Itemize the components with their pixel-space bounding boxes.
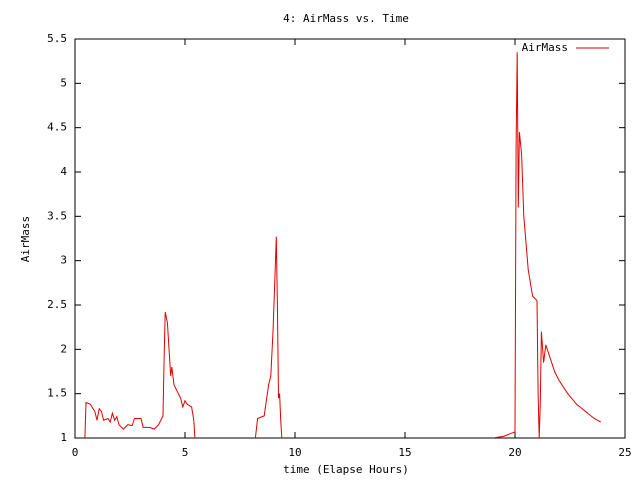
x-axis-label: time (Elapse Hours)	[283, 463, 409, 476]
data-line	[84, 52, 602, 438]
y-tick-label: 2.5	[47, 298, 67, 311]
x-tick-label: 0	[72, 446, 79, 459]
chart-title: 4: AirMass vs. Time	[283, 12, 409, 25]
y-tick-label: 4.5	[47, 121, 67, 134]
y-tick-label: 4	[60, 165, 67, 178]
y-tick-label: 1	[60, 431, 67, 444]
y-tick-label: 1.5	[47, 387, 67, 400]
x-tick-label: 25	[618, 446, 631, 459]
x-tick-label: 5	[182, 446, 189, 459]
x-tick-label: 20	[508, 446, 521, 459]
legend-label: AirMass	[522, 41, 568, 54]
y-tick-label: 3	[60, 254, 67, 267]
y-tick-label: 3.5	[47, 209, 67, 222]
x-tick-label: 15	[398, 446, 411, 459]
x-tick-label: 10	[288, 446, 301, 459]
y-axis-label: AirMass	[19, 216, 32, 262]
plot-area	[84, 52, 602, 438]
plot-frame	[74, 38, 626, 439]
y-tick-label: 2	[60, 342, 67, 355]
y-tick-label: 5	[60, 76, 67, 89]
y-tick-label: 5.5	[47, 32, 67, 45]
